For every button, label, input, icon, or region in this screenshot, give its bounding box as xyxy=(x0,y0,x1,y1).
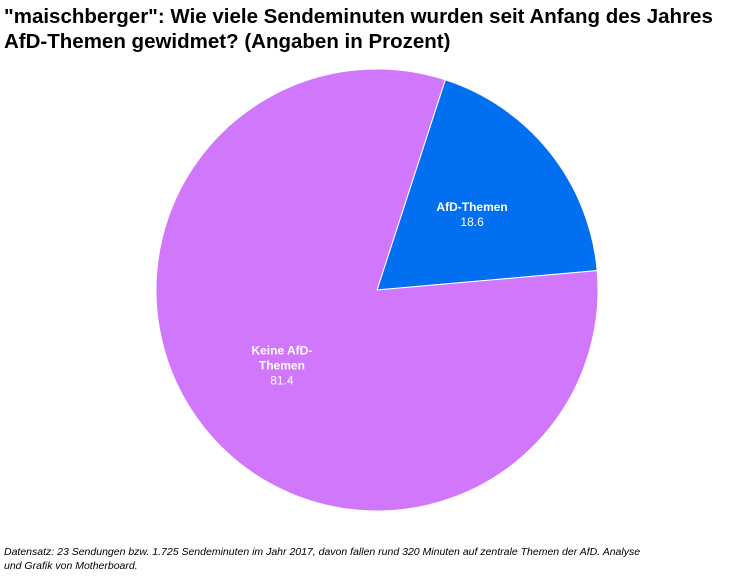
slice-name-label-0: AfD-Themen xyxy=(436,200,507,214)
chart-title-line-1: "maischberger": Wie viele Sendeminuten w… xyxy=(4,5,713,28)
pie-slice-0 xyxy=(376,79,598,291)
source-note-line-1: Datensatz: 23 Sendungen bzw. 1.725 Sende… xyxy=(4,546,641,558)
slice-value-label-0: 18.6 xyxy=(460,215,484,229)
chart-title-line-2: AfD-Themen gewidmet? (Angaben in Prozent… xyxy=(4,30,451,53)
slice-name-label-1: Keine AfD- xyxy=(251,344,312,358)
chart-title: "maischberger": Wie viele Sendeminuten w… xyxy=(4,4,730,54)
pie-slice-1 xyxy=(155,68,599,512)
source-note-line-2: und Grafik von Motherboard. xyxy=(4,560,138,572)
source-note: Datensatz: 23 Sendungen bzw. 1.725 Sende… xyxy=(4,545,732,573)
slice-value-label-1: 81.4 xyxy=(270,374,294,388)
slice-name-label-1: Themen xyxy=(259,359,305,373)
